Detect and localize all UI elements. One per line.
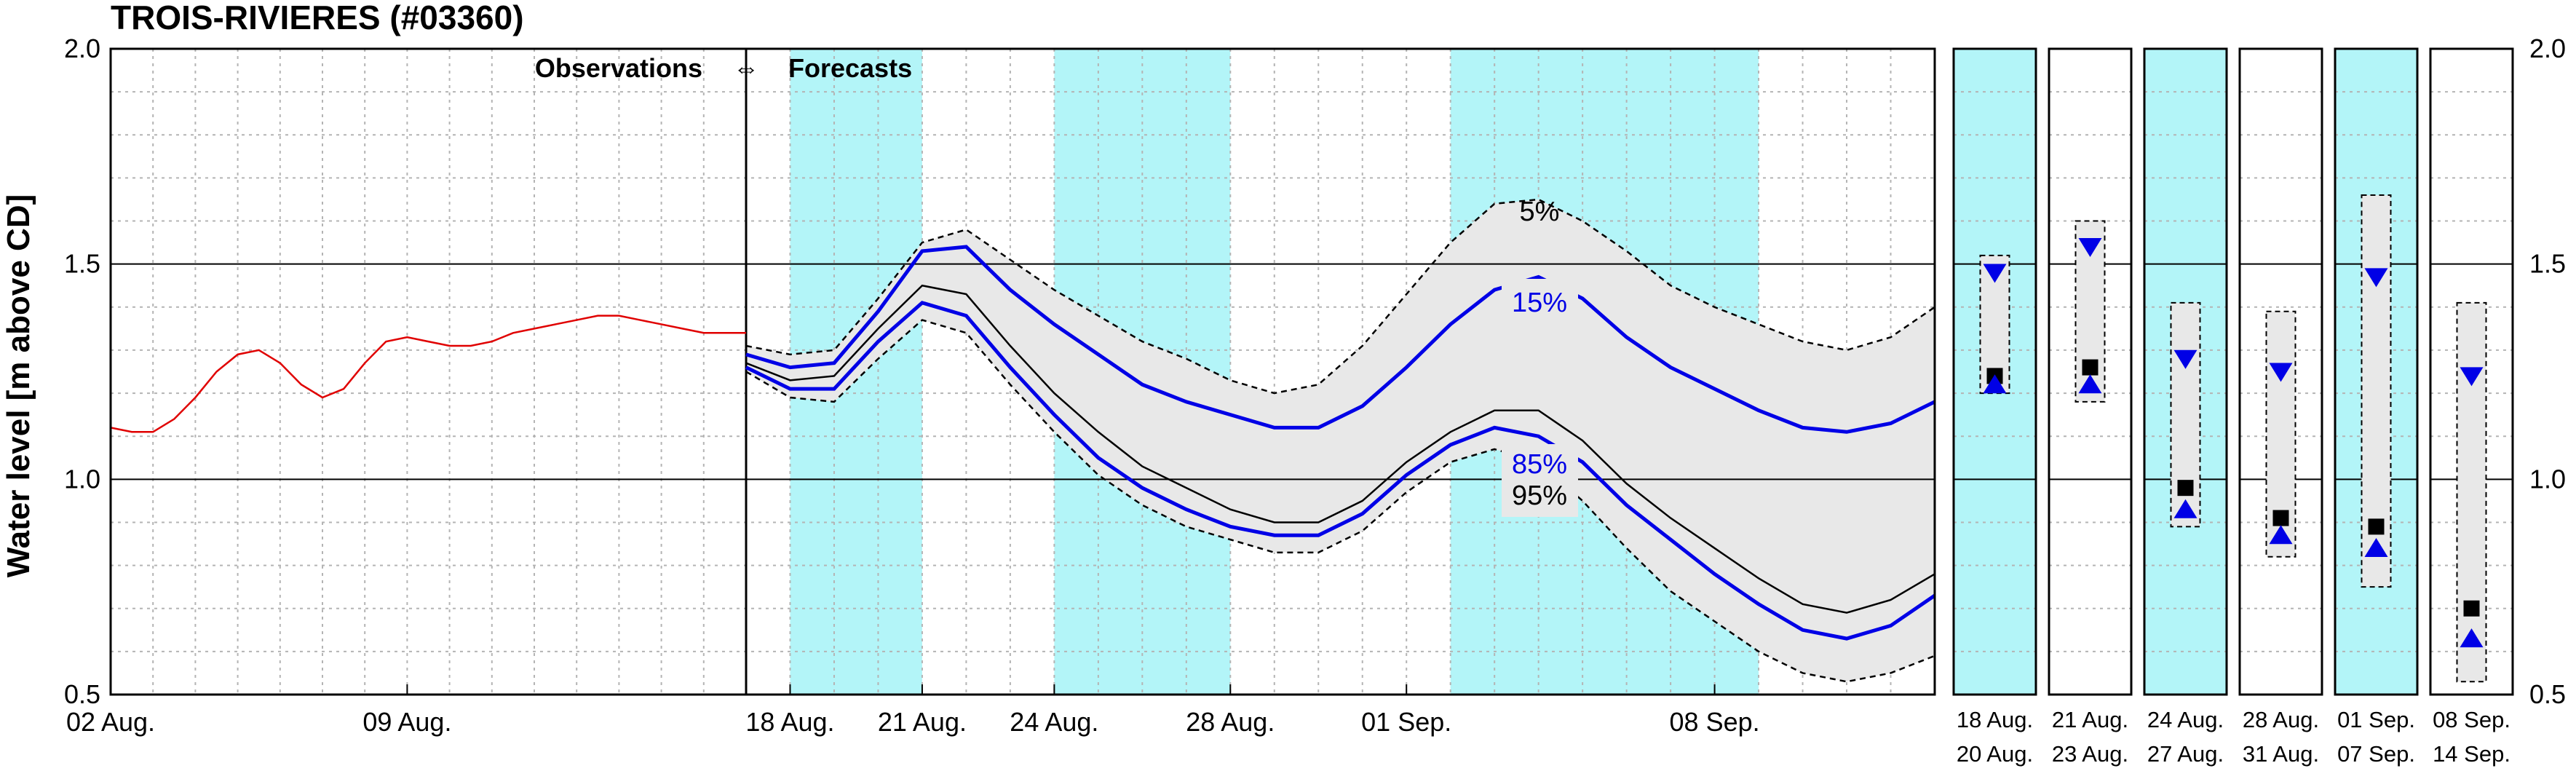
high-marker — [2269, 363, 2293, 382]
y-tick-label-left: 1.0 — [64, 464, 100, 494]
x-tick-label: 01 Sep. — [1361, 707, 1451, 737]
percentile-label: 15% — [1512, 288, 1567, 318]
y-tick-label-left: 1.5 — [64, 249, 100, 279]
percentile-label: 5% — [1520, 197, 1560, 227]
series-95pct — [745, 319, 1935, 683]
period-end-label: 14 Sep. — [2433, 741, 2510, 767]
period-start-label: 01 Sep. — [2337, 707, 2415, 732]
x-tick-label: 21 Aug. — [878, 707, 967, 737]
y-tick-label-right: 1.5 — [2529, 249, 2566, 279]
y-ticks-left: 0.5 1.0 1.5 2.0 — [64, 33, 100, 709]
main-plot-frame — [109, 47, 1936, 696]
panel-frame — [2143, 47, 2228, 696]
period-panel-5: 01 Sep. 07 Sep. — [2334, 47, 2419, 767]
period-end-label: 07 Sep. — [2337, 741, 2415, 767]
high-marker — [2078, 238, 2102, 258]
y-tick-label-right: 2.0 — [2529, 33, 2566, 63]
period-end-label: 20 Aug. — [1957, 741, 2033, 767]
median-marker — [2177, 480, 2194, 497]
observations-label: Observations — [535, 53, 702, 83]
confidence-band — [746, 199, 1935, 682]
series-observations — [110, 315, 746, 433]
median-marker — [2368, 518, 2385, 535]
series-85pct — [745, 301, 1936, 641]
label-knockout — [1502, 279, 1578, 323]
period-start-label: 21 Aug. — [2052, 707, 2128, 732]
median-marker — [2082, 359, 2099, 376]
x-tick-label: 28 Aug. — [1186, 707, 1275, 737]
period-panel-2: 21 Aug. 23 Aug. — [2048, 47, 2133, 767]
series-15pct — [745, 245, 1936, 434]
arrow-glyph: ⇔ — [733, 53, 759, 83]
range-box — [2456, 301, 2487, 683]
low-marker — [1983, 374, 2007, 394]
period-panels: 18 Aug. 20 Aug. 21 Aug. 23 Aug. 24 Aug. 27 Au… — [1952, 47, 2514, 767]
high-marker — [2173, 349, 2197, 369]
period-end-label: 23 Aug. — [2052, 741, 2128, 767]
forecasts-label: Forecasts — [788, 53, 912, 83]
low-marker — [2364, 537, 2388, 557]
high-marker — [1983, 264, 2007, 283]
x-tick-label: 09 Aug. — [362, 707, 451, 737]
high-marker — [2460, 367, 2484, 387]
period-end-label: 31 Aug. — [2243, 741, 2319, 767]
median-marker — [2272, 510, 2289, 526]
low-marker — [2078, 374, 2102, 394]
label-knockout — [1502, 444, 1578, 517]
series-median — [745, 284, 1935, 614]
percentile-label: 85% — [1512, 449, 1567, 480]
period-start-label: 18 Aug. — [1957, 707, 2033, 732]
period-start-label: 08 Sep. — [2433, 707, 2510, 732]
panel-frame — [2238, 47, 2323, 696]
y-ticks-right: 0.5 1.0 1.5 2.0 — [2529, 33, 2566, 709]
y-tick-label-right: 0.5 — [2529, 679, 2566, 709]
y-tick-label-right: 1.0 — [2529, 464, 2566, 494]
period-panel-6: 08 Sep. 14 Sep. — [2429, 47, 2514, 767]
y-tick-label-left: 0.5 — [64, 679, 100, 709]
panel-frame — [2429, 47, 2514, 696]
x-tick-label: 24 Aug. — [1010, 707, 1098, 737]
observations-forecasts-annotation: Observations ⇔ Forecasts — [535, 53, 912, 83]
low-marker — [2460, 628, 2484, 648]
panel-frame — [2048, 47, 2133, 696]
chart-title: TROIS-RIVIERES (#03360) — [111, 0, 524, 36]
y-axis-label: Water level [m above CD] — [1, 194, 36, 578]
x-tick-label: 08 Sep. — [1670, 707, 1760, 737]
period-panel-1: 18 Aug. 20 Aug. — [1952, 47, 2037, 767]
median-marker — [2463, 600, 2480, 617]
low-marker — [2269, 525, 2293, 545]
x-tick-label: 02 Aug. — [66, 707, 155, 737]
series-5pct — [745, 198, 1935, 395]
percentile-label: 95% — [1512, 481, 1567, 511]
y-tick-label-left: 2.0 — [64, 33, 100, 63]
period-end-label: 27 Aug. — [2147, 741, 2224, 767]
main-plot: 5% 15% 85%95% 02 Aug. 09 Aug. 18 Aug. 21 Aug. 2… — [66, 47, 1936, 737]
panel-frame — [1952, 47, 2037, 696]
period-start-label: 28 Aug. — [2243, 707, 2319, 732]
period-start-label: 24 Aug. — [2147, 707, 2224, 732]
period-panel-3: 24 Aug. 27 Aug. — [2143, 47, 2228, 767]
low-marker — [2173, 499, 2197, 518]
panel-frame — [2334, 47, 2419, 696]
period-panel-4: 28 Aug. 31 Aug. — [2238, 47, 2323, 767]
high-marker — [2364, 268, 2388, 288]
x-tick-label: 18 Aug. — [745, 707, 834, 737]
